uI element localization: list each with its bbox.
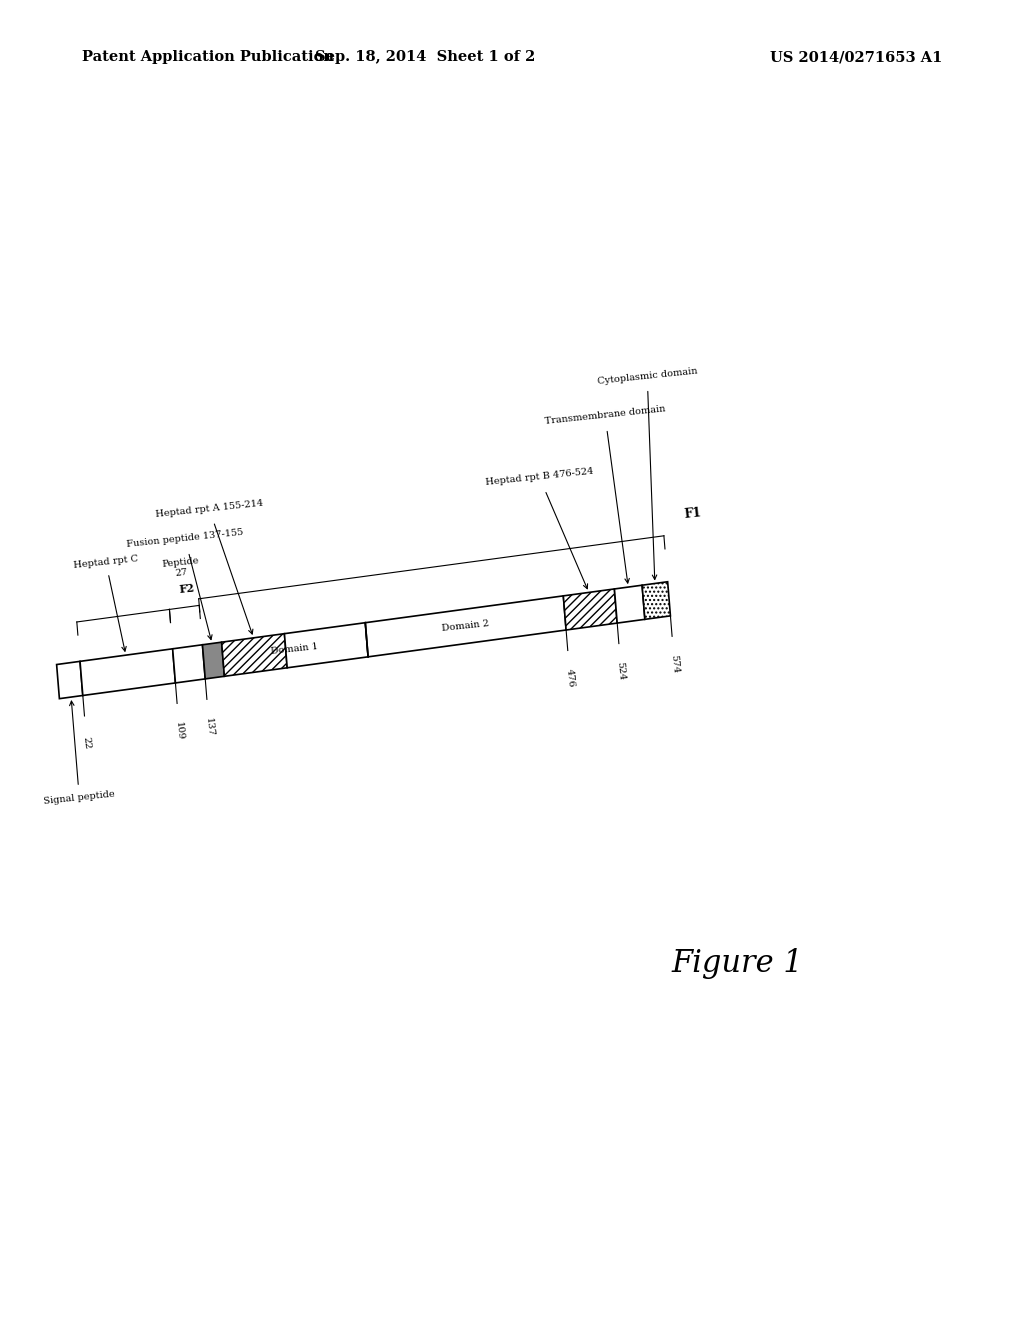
Text: 22: 22 [82, 737, 92, 750]
Text: Cytoplasmic domain: Cytoplasmic domain [597, 367, 697, 579]
Text: Figure 1: Figure 1 [672, 948, 803, 979]
Text: Heptad rpt C: Heptad rpt C [73, 554, 138, 651]
Text: 574: 574 [669, 653, 680, 673]
Text: 109: 109 [174, 721, 184, 741]
Polygon shape [56, 661, 83, 698]
Polygon shape [80, 649, 175, 696]
Polygon shape [285, 623, 368, 668]
Polygon shape [366, 595, 566, 657]
Text: F1: F1 [684, 506, 702, 520]
Text: 476: 476 [564, 668, 575, 688]
Text: Fusion peptide 137-155: Fusion peptide 137-155 [126, 528, 244, 640]
Polygon shape [203, 642, 224, 678]
Text: Peptide
27: Peptide 27 [162, 557, 201, 579]
Polygon shape [614, 585, 645, 623]
Text: 524: 524 [615, 661, 627, 681]
Text: Domain 2: Domain 2 [441, 619, 489, 634]
Text: Patent Application Publication: Patent Application Publication [82, 50, 334, 65]
Text: Heptad rpt A 155-214: Heptad rpt A 155-214 [155, 499, 263, 634]
Text: Heptad rpt B 476-524: Heptad rpt B 476-524 [485, 467, 594, 589]
Polygon shape [642, 582, 671, 619]
Polygon shape [221, 634, 287, 676]
Polygon shape [563, 589, 617, 630]
Text: F2: F2 [178, 582, 195, 594]
Text: 137: 137 [204, 717, 215, 737]
Text: Sep. 18, 2014  Sheet 1 of 2: Sep. 18, 2014 Sheet 1 of 2 [314, 50, 536, 65]
Text: Transmembrane domain: Transmembrane domain [544, 404, 666, 583]
Text: Signal peptide: Signal peptide [43, 701, 116, 807]
Text: Domain 1: Domain 1 [270, 643, 319, 656]
Text: US 2014/0271653 A1: US 2014/0271653 A1 [770, 50, 942, 65]
Polygon shape [173, 644, 205, 682]
